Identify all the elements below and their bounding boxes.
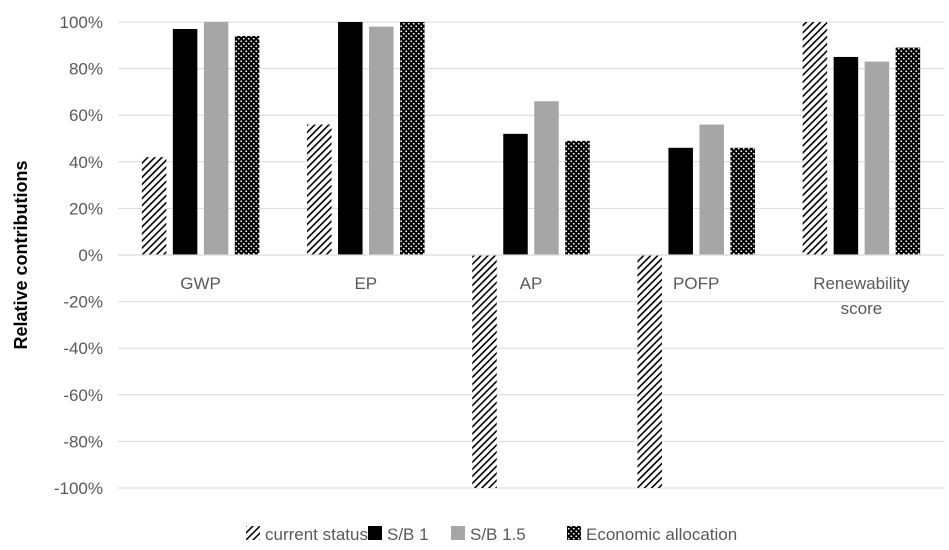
y-tick-label: 60% [69,106,103,125]
bar-current-status-ep [307,124,332,256]
y-tick-label: -40% [63,339,103,358]
y-tick-label: 40% [69,153,103,172]
legend-swatch [567,526,581,540]
bar-s-b-1-gwp [172,28,198,255]
legend: current status S/B 1 S/B 1.5 Economic alloc… [246,525,737,544]
bar-s-b-1-ep [338,22,363,255]
legend-swatch [451,526,465,540]
bar-current-status-gwp [141,157,167,255]
y-tick-label: -20% [63,293,103,312]
bar-economic-allocation-ap [565,140,590,255]
legend-label: S/B 1.5 [470,525,526,544]
y-tick-label: 80% [69,60,103,79]
x-category-label: Renewability [813,274,910,293]
bar-s-b-1-ap [503,133,528,255]
legend-swatch [368,526,382,540]
bar-s-b-1-5-ep [369,26,394,255]
x-category-label: score [841,299,883,318]
y-tick-label: -60% [63,386,103,405]
bar-economic-allocation-pofp [730,147,755,255]
legend-swatch [246,526,260,540]
legend-label: current status [265,525,368,544]
x-category-label: EP [354,274,377,293]
bar-s-b-1-5-gwp [203,22,229,255]
bars [141,22,921,488]
bar-current-status-pofp [637,255,662,488]
bar-s-b-1-5-ap [534,101,559,255]
x-category-label: GWP [180,274,221,293]
bar-current-status-ap [472,255,497,488]
bar-economic-allocation-renewability-score [895,47,921,255]
x-category-label: AP [520,274,543,293]
y-tick-label: -80% [63,432,103,451]
x-axis-categories: GWP EP AP POFP Renewability score [180,274,910,318]
y-tick-label: 20% [69,199,103,218]
y-tick-label: 100% [60,13,103,32]
legend-label: S/B 1 [387,525,429,544]
y-tick-label: 0% [78,246,103,265]
bar-s-b-1-5-renewability-score [864,61,890,255]
bar-s-b-1-pofp [668,147,693,255]
legend-label: Economic allocation [586,525,737,544]
bar-s-b-1-renewability-score [833,56,859,256]
bar-economic-allocation-gwp [234,35,260,256]
y-tick-label: -100% [54,479,103,498]
bar-economic-allocation-ep [400,22,425,255]
x-category-label: POFP [673,274,719,293]
bar-s-b-1-5-pofp [699,124,724,256]
bar-current-status-renewability-score [802,22,828,255]
y-axis-ticks: 100% 80% 60% 40% 20% 0% -20% -40% -60% -80% -100% [54,13,103,498]
y-axis-title: Relative contributions [11,160,31,349]
